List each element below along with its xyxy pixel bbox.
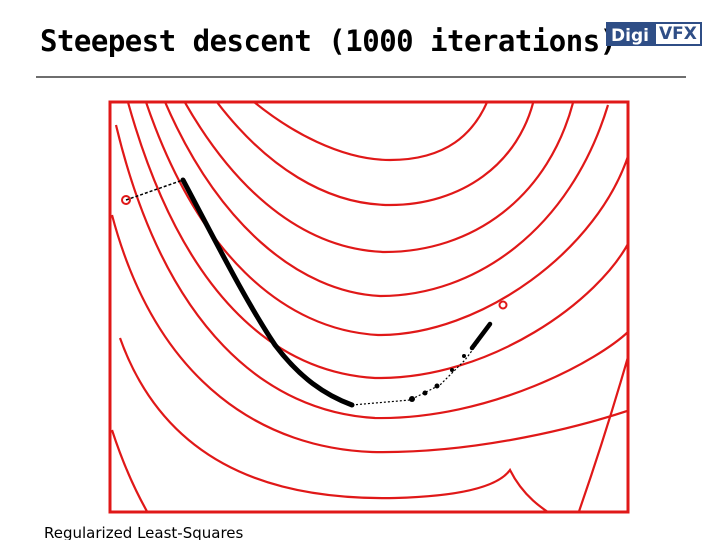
title-underline — [36, 76, 686, 78]
contour-8 — [110, 214, 628, 454]
footer-text: Regularized Least-Squares — [44, 524, 244, 540]
contour-1 — [252, 102, 489, 162]
contour-10 — [110, 429, 149, 512]
iterate-point — [422, 390, 428, 396]
descent-path — [125, 177, 493, 408]
logo-left-text: Digi — [606, 22, 654, 46]
contour-9 — [118, 337, 550, 512]
optimum-point-marker — [498, 300, 508, 310]
contour-6 — [126, 102, 628, 380]
contour-3 — [183, 102, 575, 254]
path-thick-segment — [180, 177, 355, 408]
iterate-point — [434, 383, 440, 389]
contour-4 — [163, 102, 610, 298]
start-point-marker — [121, 195, 131, 205]
contour-lines — [110, 102, 628, 512]
path-thick-end — [469, 321, 493, 351]
plot-frame — [108, 100, 630, 514]
iterate-point — [450, 368, 454, 372]
contour-11 — [577, 352, 628, 512]
contour-5 — [144, 102, 628, 337]
path-dashed-start — [125, 179, 184, 201]
iterate-point — [462, 354, 466, 358]
digivfx-logo: Digi VFX — [606, 22, 702, 46]
logo-right-text: VFX — [653, 22, 702, 46]
iterate-point — [409, 396, 415, 402]
path-dashed-bottom — [351, 339, 481, 406]
contour-7 — [114, 124, 628, 420]
contour-2 — [215, 102, 535, 207]
slide-title: Steepest descent (1000 iterations) — [40, 24, 617, 58]
